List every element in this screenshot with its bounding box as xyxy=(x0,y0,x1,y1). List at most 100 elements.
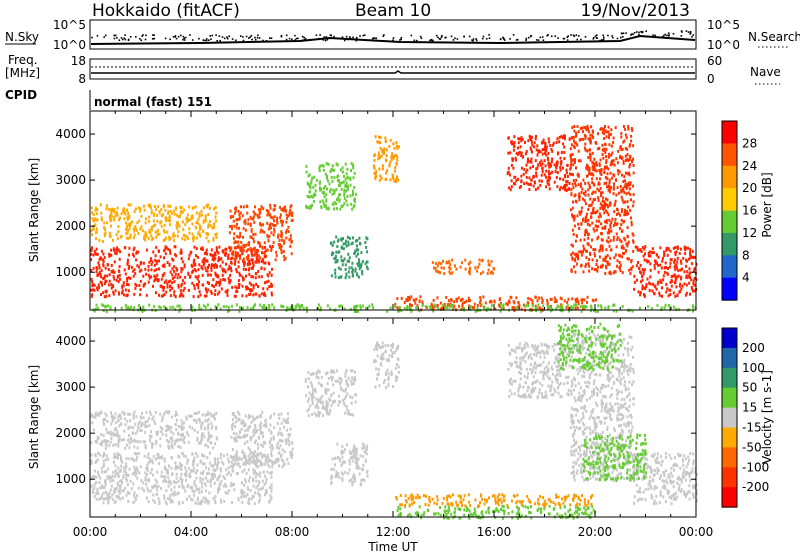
power-echo-mark xyxy=(307,183,309,186)
velocity-echo-mark xyxy=(273,462,275,465)
velocity-echo-mark xyxy=(237,463,239,466)
power-echo-mark xyxy=(518,152,520,155)
power-echo-mark xyxy=(259,256,261,259)
power-echo-mark xyxy=(633,288,635,291)
power-echo-mark xyxy=(222,249,224,252)
power-echo-mark xyxy=(607,172,609,175)
power-echo-mark xyxy=(649,262,651,265)
nsearch-dot xyxy=(189,34,191,36)
power-echo-mark xyxy=(670,258,672,261)
velocity-echo-mark xyxy=(259,424,261,427)
velocity-echo-mark xyxy=(129,446,131,449)
power-echo-mark xyxy=(173,210,175,213)
nsearch-dot xyxy=(630,34,632,36)
velocity-echo-mark xyxy=(144,471,146,474)
power-echo-mark xyxy=(281,251,283,254)
power-echo-mark xyxy=(238,286,240,289)
velocity-echo-mark xyxy=(232,413,234,416)
velocity-echo-mark xyxy=(247,501,249,504)
power-echo-mark xyxy=(575,304,577,307)
velocity-echo-mark xyxy=(171,456,173,459)
power-echo-mark xyxy=(567,180,569,183)
power-echo-mark xyxy=(316,179,318,182)
power-echo-mark xyxy=(279,246,281,249)
power-echo-mark xyxy=(525,164,527,167)
power-echo-mark xyxy=(352,242,354,245)
power-echo-mark xyxy=(685,247,687,250)
velocity-echo-mark xyxy=(117,484,119,487)
power-echo-mark xyxy=(145,221,147,224)
power-echo-mark xyxy=(523,182,525,185)
power-echo-mark xyxy=(244,219,246,222)
power-echo-mark xyxy=(395,141,397,144)
velocity-echo-mark xyxy=(95,476,97,479)
nsearch-dot xyxy=(180,35,182,37)
colorbar-tick-label: 28 xyxy=(742,136,757,150)
power-echo-mark xyxy=(136,221,138,224)
power-echo-mark xyxy=(229,274,231,277)
velocity-echo-mark xyxy=(269,417,271,420)
power-echo-mark xyxy=(590,159,592,162)
power-echo-mark xyxy=(567,175,569,178)
velocity-echo-mark xyxy=(181,423,183,426)
power-echo-mark xyxy=(513,144,515,147)
power-echo-mark xyxy=(520,180,522,183)
velocity-echo-mark xyxy=(245,415,247,418)
velocity-echo-mark xyxy=(160,475,162,478)
power-echo-mark xyxy=(636,279,638,282)
power-echo-mark xyxy=(633,193,635,196)
power-echo-mark xyxy=(572,201,574,204)
velocity-echo-mark xyxy=(284,450,286,453)
power-echo-mark xyxy=(627,200,629,203)
velocity-echo-mark xyxy=(176,419,178,422)
velocity-echo-mark xyxy=(134,410,136,413)
power-echo-mark xyxy=(610,161,612,164)
power-echo-mark xyxy=(342,171,344,174)
power-echo-mark xyxy=(146,249,148,252)
velocity-echo-mark xyxy=(156,471,158,474)
power-echo-mark xyxy=(188,289,190,292)
power-echo-mark xyxy=(511,157,513,160)
nsearch-dot xyxy=(316,34,318,36)
power-echo-mark xyxy=(211,264,213,267)
power-echo-mark xyxy=(239,232,241,235)
power-echo-mark xyxy=(341,239,343,242)
velocity-echo-mark xyxy=(207,419,209,422)
velocity-echo-mark xyxy=(249,476,251,479)
power-echo-mark xyxy=(574,161,576,164)
power-echo-mark xyxy=(338,267,340,270)
power-echo-mark xyxy=(156,214,158,217)
power-echo-mark xyxy=(603,258,605,261)
power-echo-mark xyxy=(343,194,345,197)
power-echo-mark xyxy=(535,188,537,191)
power-echo-mark xyxy=(273,224,275,227)
power-echo-mark xyxy=(358,261,360,264)
power-echo-mark xyxy=(112,291,114,294)
power-echo-mark xyxy=(545,154,547,157)
velocity-echo-mark xyxy=(197,463,199,466)
power-echo-mark xyxy=(613,159,615,162)
power-echo-mark xyxy=(607,168,609,171)
velocity-echo-mark xyxy=(129,419,131,422)
power-echo-mark xyxy=(202,229,204,232)
velocity-echo-mark xyxy=(255,475,257,478)
power-echo-mark xyxy=(176,269,178,272)
power-echo-mark xyxy=(588,149,590,152)
power-echo-mark xyxy=(481,303,483,306)
velocity-echo-mark xyxy=(152,473,154,476)
power-echo-mark xyxy=(610,172,612,175)
velocity-echo-mark xyxy=(216,467,218,470)
power-echo-mark xyxy=(263,304,265,307)
velocity-echo-mark xyxy=(172,432,174,435)
power-echo-mark xyxy=(214,293,216,296)
power-echo-mark xyxy=(445,306,447,309)
power-echo-mark xyxy=(199,212,201,215)
velocity-echo-mark xyxy=(228,489,230,492)
power-echo-mark xyxy=(509,151,511,154)
power-echo-mark xyxy=(386,169,388,172)
power-echo-mark xyxy=(358,258,360,261)
power-echo-mark xyxy=(568,298,570,301)
power-echo-mark xyxy=(201,214,203,217)
velocity-echo-mark xyxy=(199,477,201,480)
velocity-echo-mark xyxy=(164,475,166,478)
